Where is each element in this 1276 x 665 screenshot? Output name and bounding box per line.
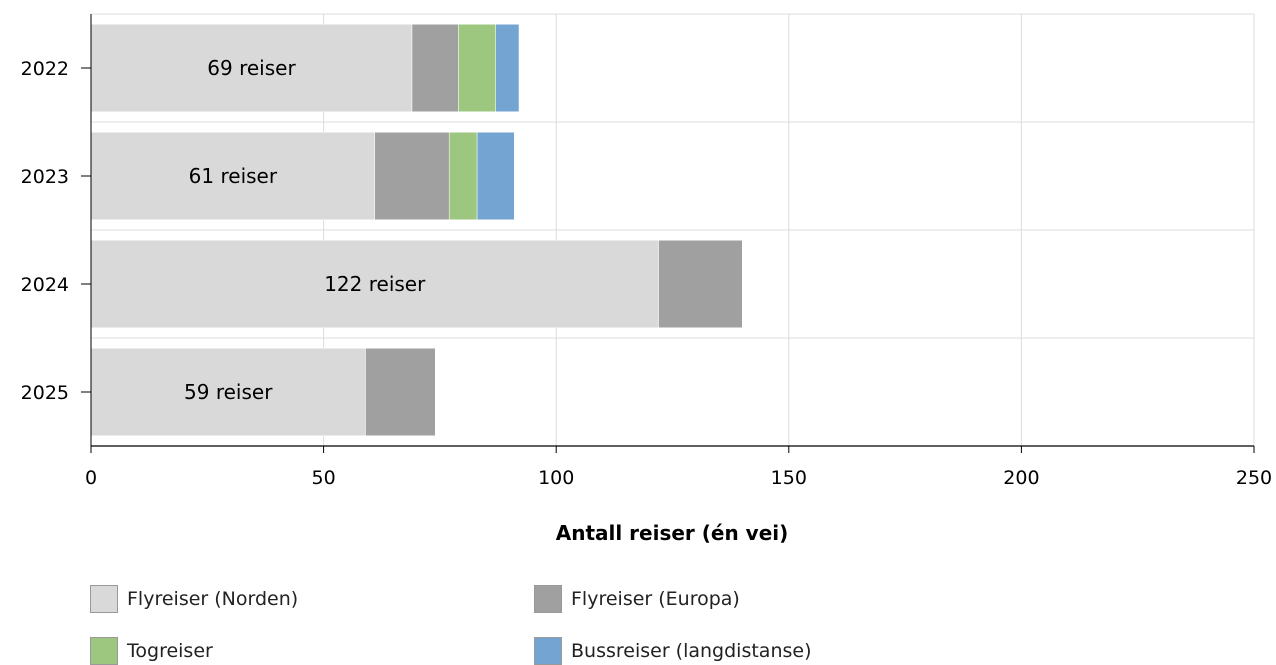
x-tick-label: 200 [1003, 467, 1039, 489]
y-tick-label: 2022 [21, 58, 69, 80]
bar-data-label: 69 reiser [207, 56, 296, 80]
bar-segment [448, 132, 478, 220]
bar-segment [476, 132, 515, 220]
bars [90, 24, 743, 436]
bar-segment [374, 132, 450, 220]
y-tick-label: 2025 [21, 382, 69, 404]
bar-data-label: 122 reiser [324, 272, 426, 296]
bar-segment [495, 24, 520, 112]
bar-data-labels: 69 reiser 61 reiser 122 reiser 59 reiser [184, 56, 426, 404]
x-tick-label: 100 [538, 467, 574, 489]
axes: 0 50 100 150 200 250 2022 2023 2024 2025 [21, 14, 1272, 489]
bar-segment [658, 240, 743, 328]
bar-data-label: 59 reiser [184, 380, 273, 404]
bar-segment [411, 24, 459, 112]
bar-segment [90, 240, 659, 328]
bar-data-label: 61 reiser [189, 164, 278, 188]
grid-lines [91, 13, 1255, 446]
y-tick-label: 2024 [21, 274, 69, 296]
x-tick-label: 150 [771, 467, 807, 489]
bar-segment [90, 132, 376, 220]
x-tick-label: 50 [312, 467, 336, 489]
x-tick-label: 250 [1236, 467, 1272, 489]
bar-segment [365, 348, 436, 436]
x-axis-title: Antall reiser (én vei) [556, 521, 789, 545]
x-tick-label: 0 [85, 467, 97, 489]
bar-segment [458, 24, 496, 112]
bar-segment [90, 348, 366, 436]
y-tick-label: 2023 [21, 166, 69, 188]
